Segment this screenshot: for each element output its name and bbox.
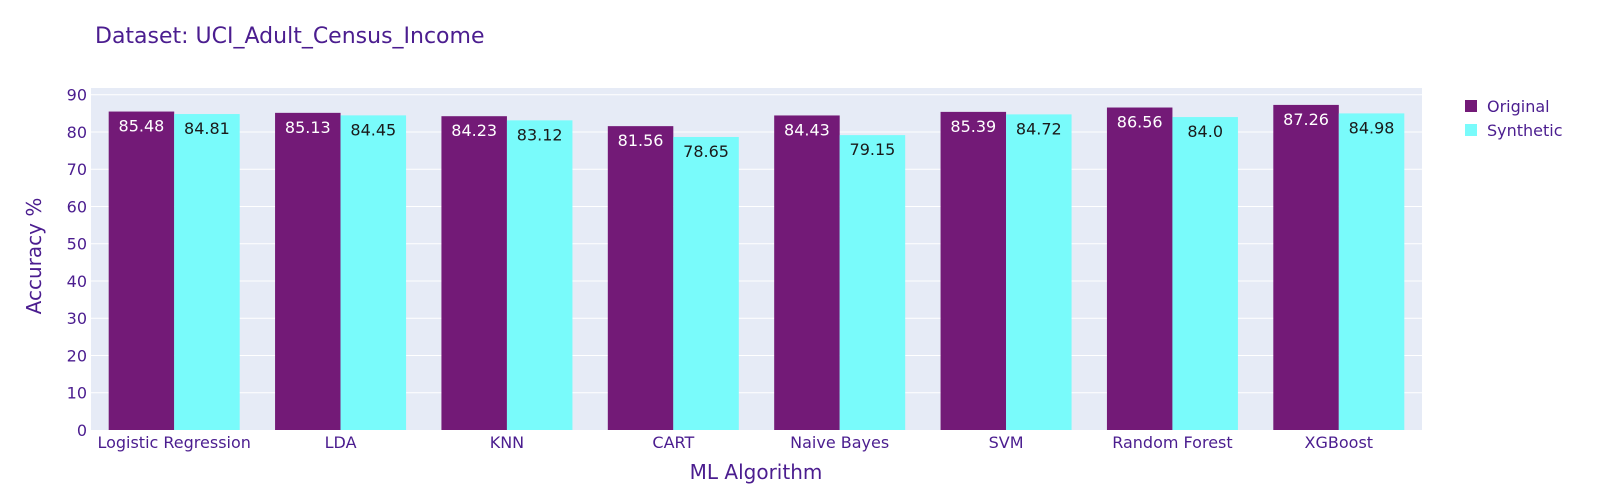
bar-value-label: 78.65 xyxy=(683,142,729,161)
legend-label: Synthetic xyxy=(1487,121,1563,140)
y-tick-label: 50 xyxy=(67,235,87,254)
bar-synthetic[interactable] xyxy=(174,114,240,431)
bar-original[interactable] xyxy=(108,111,175,430)
legend-label: Original xyxy=(1487,97,1550,116)
bar-synthetic[interactable] xyxy=(1338,113,1405,431)
bar-value-label: 79.15 xyxy=(850,140,896,159)
bar-value-label: 85.13 xyxy=(285,118,331,137)
y-tick-label: 10 xyxy=(67,384,87,403)
y-tick-label: 0 xyxy=(77,421,87,440)
bar-value-label: 84.98 xyxy=(1349,118,1395,137)
bar-value-label: 84.81 xyxy=(184,119,230,138)
bar-original[interactable] xyxy=(441,116,507,430)
y-tick-label: 90 xyxy=(67,86,87,105)
x-tick-label: XGBoost xyxy=(1305,433,1374,452)
chart-title: Dataset: UCI_Adult_Census_Income xyxy=(95,24,484,49)
x-tick-label: Random Forest xyxy=(1112,433,1232,452)
y-axis-title: Accuracy % xyxy=(22,198,46,315)
bar-value-label: 86.56 xyxy=(1117,113,1163,132)
bar-synthetic[interactable] xyxy=(673,136,739,431)
bar-synthetic[interactable] xyxy=(839,135,906,431)
legend-item-original[interactable]: Original xyxy=(1465,97,1550,116)
x-tick-label: LDA xyxy=(325,433,357,452)
bar-value-label: 84.23 xyxy=(451,121,497,140)
y-axis-ticks: 0 10 20 30 40 50 60 70 80 90 xyxy=(67,86,87,440)
bar-value-label: 83.12 xyxy=(517,125,563,144)
y-tick-label: 80 xyxy=(67,123,87,142)
x-axis-ticks: Logistic Regression LDA KNN CART Naive Bayes… xyxy=(97,433,1373,452)
x-tick-label: Logistic Regression xyxy=(97,433,250,452)
y-tick-label: 70 xyxy=(67,160,87,179)
bar-synthetic[interactable] xyxy=(506,120,573,431)
bar-value-label: 84.43 xyxy=(784,120,830,139)
bar-original[interactable] xyxy=(774,115,840,431)
bar-value-label: 84.0 xyxy=(1187,122,1223,141)
bar-original[interactable] xyxy=(1106,107,1173,430)
bar-original[interactable] xyxy=(607,126,674,430)
bar-original[interactable] xyxy=(1273,104,1339,430)
legend[interactable]: Original Synthetic xyxy=(1465,97,1563,140)
bar-synthetic[interactable] xyxy=(1006,114,1072,431)
y-tick-label: 60 xyxy=(67,197,87,216)
y-tick-label: 20 xyxy=(67,346,87,365)
x-tick-label: Naive Bayes xyxy=(790,433,889,452)
bar-value-label: 85.39 xyxy=(950,117,996,136)
legend-item-synthetic[interactable]: Synthetic xyxy=(1465,121,1563,140)
legend-swatch xyxy=(1465,100,1477,112)
bar-value-label: 84.72 xyxy=(1016,119,1062,138)
bar-original[interactable] xyxy=(940,111,1007,430)
bar-value-label: 85.48 xyxy=(119,117,165,136)
legend-swatch xyxy=(1465,124,1477,136)
y-tick-label: 40 xyxy=(67,272,87,291)
bars: 85.48 84.81 85.13 84.45 84.23 83.12 81.56 78.65… xyxy=(108,104,1405,431)
bar-value-label: 87.26 xyxy=(1283,110,1329,129)
x-tick-label: KNN xyxy=(490,433,524,452)
x-tick-label: SVM xyxy=(989,433,1024,452)
bar-value-label: 81.56 xyxy=(618,131,664,150)
bar-synthetic[interactable] xyxy=(340,115,407,430)
x-axis-title: ML Algorithm xyxy=(690,460,823,484)
bar-synthetic[interactable] xyxy=(1172,117,1238,430)
x-tick-label: CART xyxy=(652,433,694,452)
bar-original[interactable] xyxy=(275,112,341,430)
bar-value-label: 84.45 xyxy=(350,120,396,139)
y-tick-label: 30 xyxy=(67,309,87,328)
